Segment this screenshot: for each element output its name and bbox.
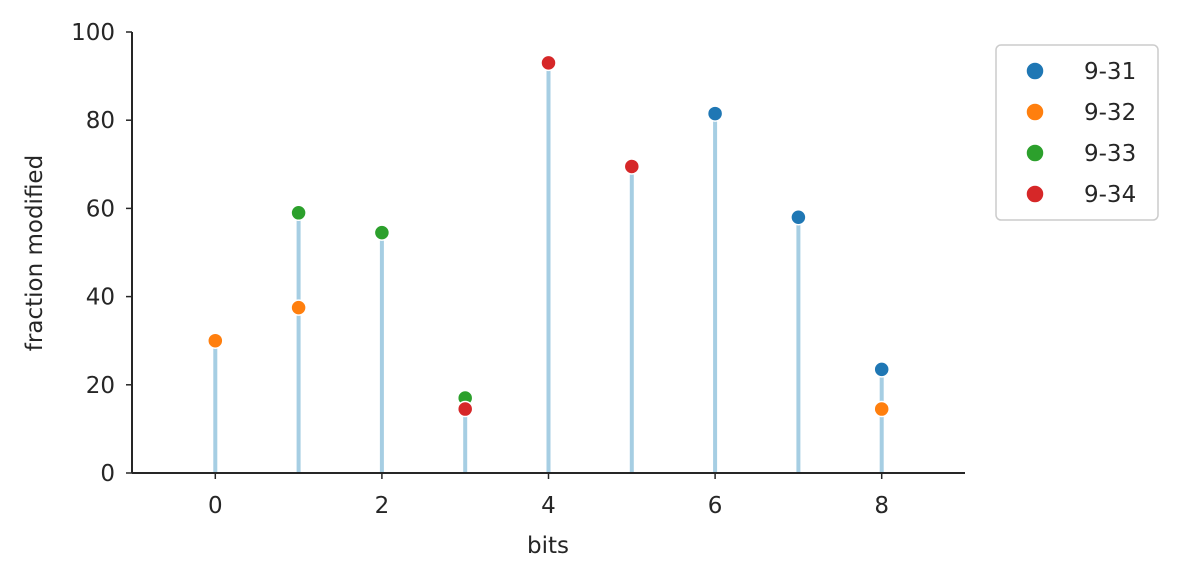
x-tick-label: 6	[708, 493, 723, 519]
y-tick-label: 60	[86, 196, 115, 222]
point-9-32	[208, 333, 223, 348]
x-tick-label: 8	[874, 493, 889, 519]
point-9-34	[541, 55, 556, 70]
x-tick-label: 0	[208, 493, 223, 519]
x-tick-label: 2	[375, 493, 390, 519]
y-tick-label: 0	[100, 461, 115, 487]
y-tick-label: 80	[86, 108, 115, 134]
legend-marker-9-32	[1026, 103, 1044, 121]
legend-label-9-34: 9-34	[1084, 182, 1136, 208]
legend-marker-9-33	[1026, 144, 1044, 162]
x-ticks: 0 2 4 6 8	[208, 473, 889, 519]
point-9-31	[791, 210, 806, 225]
legend-label-9-33: 9-33	[1084, 141, 1136, 167]
point-9-31	[708, 106, 723, 121]
y-tick-label: 100	[71, 20, 115, 46]
legend: 9-31 9-32 9-33 9-34	[996, 45, 1158, 220]
y-axis-label: fraction modified	[22, 155, 48, 351]
point-9-32	[291, 300, 306, 315]
legend-label-9-31: 9-31	[1084, 59, 1136, 85]
legend-marker-9-34	[1026, 185, 1044, 203]
point-9-33	[291, 205, 306, 220]
point-9-34	[458, 402, 473, 417]
x-tick-label: 4	[541, 493, 556, 519]
y-tick-label: 20	[86, 373, 115, 399]
point-9-34	[624, 159, 639, 174]
legend-label-9-32: 9-32	[1084, 100, 1136, 126]
x-axis-label: bits	[527, 533, 569, 559]
point-9-33	[374, 225, 389, 240]
stems-layer	[215, 63, 881, 473]
point-9-31	[874, 362, 889, 377]
point-9-32	[874, 402, 889, 417]
y-ticks: 0 20 40 60 80 100	[71, 20, 132, 487]
legend-marker-9-31	[1026, 62, 1044, 80]
y-tick-label: 40	[86, 285, 115, 311]
